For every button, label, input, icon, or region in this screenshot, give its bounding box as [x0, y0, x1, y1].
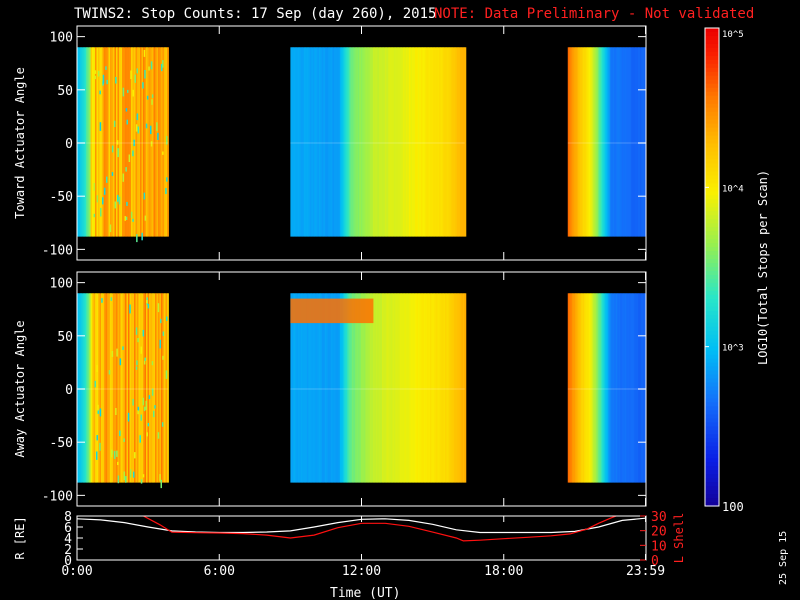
toward-heatmap-panel: 100 50 0 -50 -100 Toward Actuator Angle [13, 25, 647, 261]
y-tick-label: 50 [57, 330, 73, 345]
orbit-plot-frame [76, 515, 647, 561]
l-shell-tick-label: 20 [651, 525, 667, 540]
colorbar-tick-label: 100 [722, 500, 744, 514]
heatmap-segment-1 [77, 293, 169, 489]
x-tick-label: 12:00 [342, 564, 381, 579]
r-tick-label: 0 [64, 554, 72, 569]
y-tick-label: -50 [50, 436, 73, 451]
y-tick-label: 0 [65, 383, 73, 398]
heatmap-segment-3 [567, 47, 646, 237]
away-heatmap-panel: 100 50 0 -50 -100 Away Actuator Angle [13, 271, 647, 507]
r-tick-label: 4 [64, 532, 72, 547]
x-tick-label: 0:00 [61, 564, 92, 579]
date-stamp: 25 Sep 15 [778, 531, 789, 585]
heatmap-segment-2 [290, 47, 467, 237]
l-shell-tick-label: 0 [651, 554, 659, 569]
l-shell-line [143, 516, 618, 542]
preliminary-note: NOTE: Data Preliminary - Not validated [434, 6, 754, 22]
colorbar-tick-label: 10^5 [722, 30, 744, 40]
y-tick-label: 100 [50, 277, 73, 292]
x-tick-label: 18:00 [484, 564, 523, 579]
y-tick-label: 100 [50, 31, 73, 46]
figure-title: TWINS2: Stop Counts: 17 Sep (day 260), 2… [74, 6, 436, 22]
colorbar-tick-label: 10^4 [722, 184, 744, 194]
colorbar-label: LOG10(Total Stops per Scan) [756, 170, 770, 365]
x-tick-label: 6:00 [204, 564, 235, 579]
r-tick-label: 6 [64, 521, 72, 536]
x-tick-label: 23:59 [626, 564, 665, 579]
colorbar-tick-label: 10^3 [722, 344, 744, 354]
l-shell-tick-label: 30 [651, 510, 667, 525]
y-tick-label: 50 [57, 84, 73, 99]
r-tick-label: 2 [64, 543, 72, 558]
r-tick-label: 8 [64, 510, 72, 525]
colorbar-frame [704, 27, 720, 507]
heatmap-segment-2 [290, 293, 467, 483]
y-tick-label: -50 [50, 190, 73, 205]
l-shell-axis-label: L Shell [672, 513, 686, 564]
l-shell-tick-label: 10 [651, 539, 667, 554]
y-tick-label: -100 [42, 243, 73, 258]
y-tick-label: -100 [42, 489, 73, 504]
heatmap-segment-1 [77, 47, 169, 243]
x-axis-label: Time (UT) [330, 586, 400, 600]
radius-axis-label: R [RE] [13, 516, 27, 559]
colorbar: 10^5 10^4 10^3 100 LOG10(Total Stops per Sc… [704, 27, 770, 514]
away-y-axis-label: Away Actuator Angle [13, 320, 27, 457]
high-count-band [290, 298, 374, 324]
toward-y-axis-label: Toward Actuator Angle [13, 67, 27, 219]
heatmap-segment-3 [567, 293, 646, 483]
y-tick-label: 0 [65, 137, 73, 152]
